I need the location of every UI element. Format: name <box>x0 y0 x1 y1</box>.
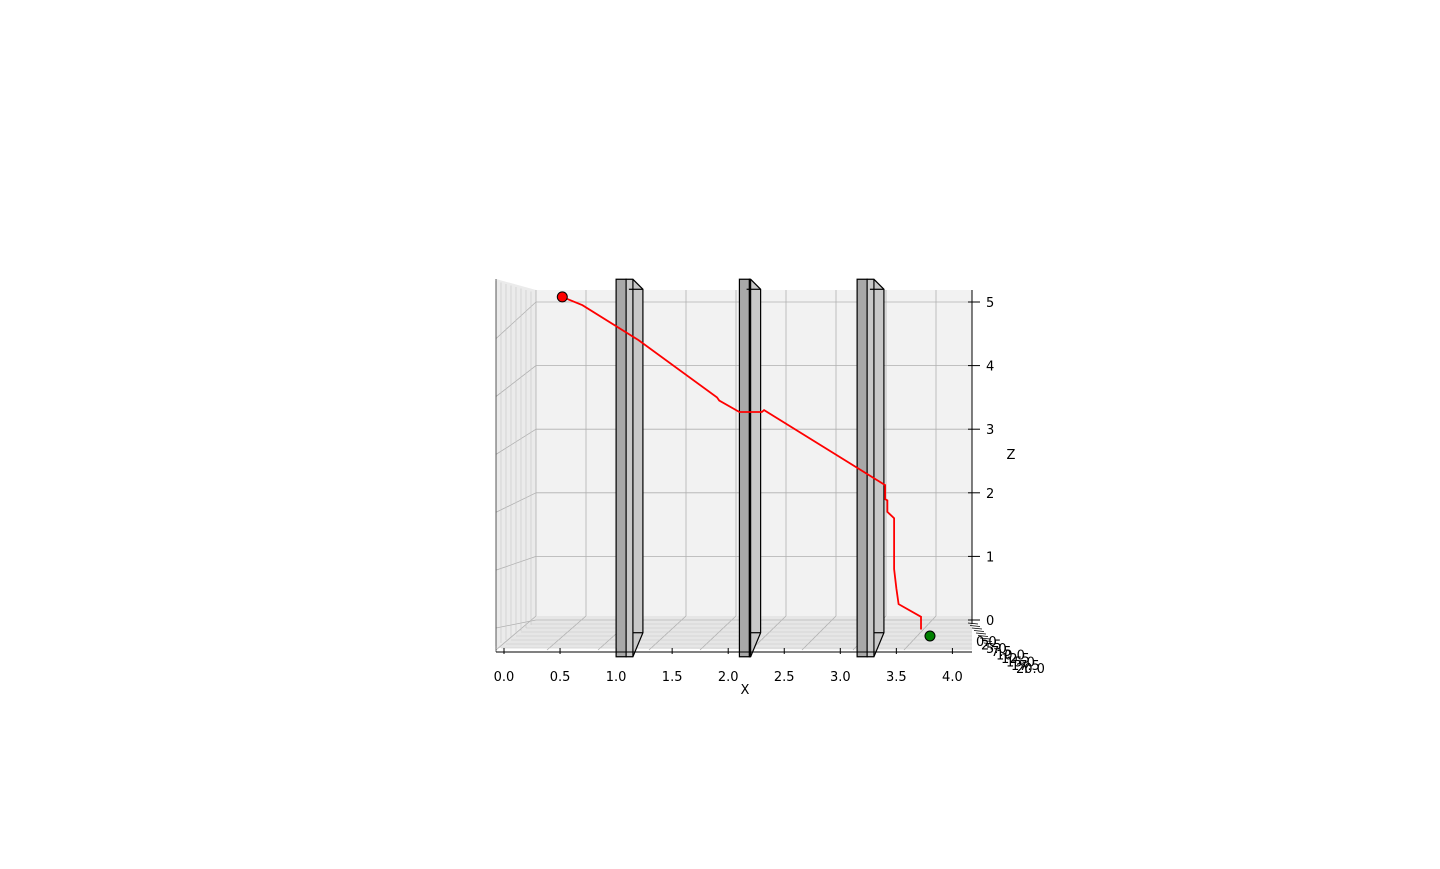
chart-grid <box>495 281 972 651</box>
chart-axes: 0.0 0.5 1.0 1.5 2.0 2.5 3.0 3.5 4.00123450.02.55… <box>494 279 1045 685</box>
y-tick-label: 7.5 <box>991 645 1012 660</box>
obstacle-3 <box>856 278 885 658</box>
y-tick-label: 10.0 <box>996 649 1025 664</box>
obstacle-side-face <box>625 278 644 658</box>
grid-line-floor <box>546 615 587 651</box>
grid-line-floor <box>750 615 787 651</box>
y-tick <box>983 642 995 645</box>
chart-labels: X Z Y <box>741 448 1030 698</box>
y-tick <box>967 622 979 625</box>
y-tick <box>969 625 981 627</box>
x-axis-label: X <box>741 683 750 698</box>
y-tick <box>971 627 983 630</box>
z-axis-label: Z <box>1007 448 1016 463</box>
chart-panes <box>496 279 972 650</box>
obstacle-2 <box>738 278 762 658</box>
x-tick-label: 4.0 <box>942 670 963 685</box>
path-layer <box>556 291 936 642</box>
z-tick-label: 4 <box>986 360 994 375</box>
y-tick-label: 15.0 <box>1006 655 1035 670</box>
y-tick-label: 17.5 <box>1011 659 1040 674</box>
grid-line-floor <box>801 615 837 651</box>
x-tick-label: 2.0 <box>718 670 739 685</box>
obstacle-group <box>615 278 885 658</box>
z-tick-label: 0 <box>986 614 994 629</box>
goal-marker <box>924 630 936 642</box>
x-tick-label: 0.5 <box>550 670 571 685</box>
grid-line-floor <box>903 615 937 651</box>
floor-pane <box>496 616 972 650</box>
path-line <box>561 296 922 630</box>
x-tick-label: 3.0 <box>830 670 851 685</box>
obstacle-side-face <box>866 278 885 658</box>
y-tick <box>979 637 991 640</box>
start-marker <box>556 291 568 303</box>
y-tick-label: 5.0 <box>986 642 1007 657</box>
grid-line-floor <box>699 615 737 651</box>
x-tick-label: 1.5 <box>662 670 683 685</box>
z-tick-label: 1 <box>986 550 994 565</box>
z-tick-label: 3 <box>986 423 994 438</box>
y-tick-label: 12.5 <box>1001 652 1030 667</box>
z-tick-label: 2 <box>986 487 994 502</box>
y-tick <box>981 640 993 642</box>
y-tick <box>977 635 989 637</box>
y-tick-label: 20.0 <box>1016 662 1045 677</box>
z-tick-label: 5 <box>986 296 994 311</box>
obstacle-1 <box>615 278 644 658</box>
x-tick-label: 1.0 <box>606 670 627 685</box>
y-tick <box>973 630 985 632</box>
y-tick <box>975 632 987 635</box>
obstacle-front-face <box>615 278 627 658</box>
y-axis-label: Y <box>1021 662 1030 677</box>
obstacle-front-face <box>738 278 751 658</box>
x-tick-label: 0.0 <box>494 670 515 685</box>
grid-line-floor <box>648 615 687 651</box>
y-tick-label: 2.5 <box>981 638 1002 653</box>
y-tick-label: 0.0 <box>976 635 997 650</box>
x-tick-label: 2.5 <box>774 670 795 685</box>
x-tick-label: 3.5 <box>886 670 907 685</box>
